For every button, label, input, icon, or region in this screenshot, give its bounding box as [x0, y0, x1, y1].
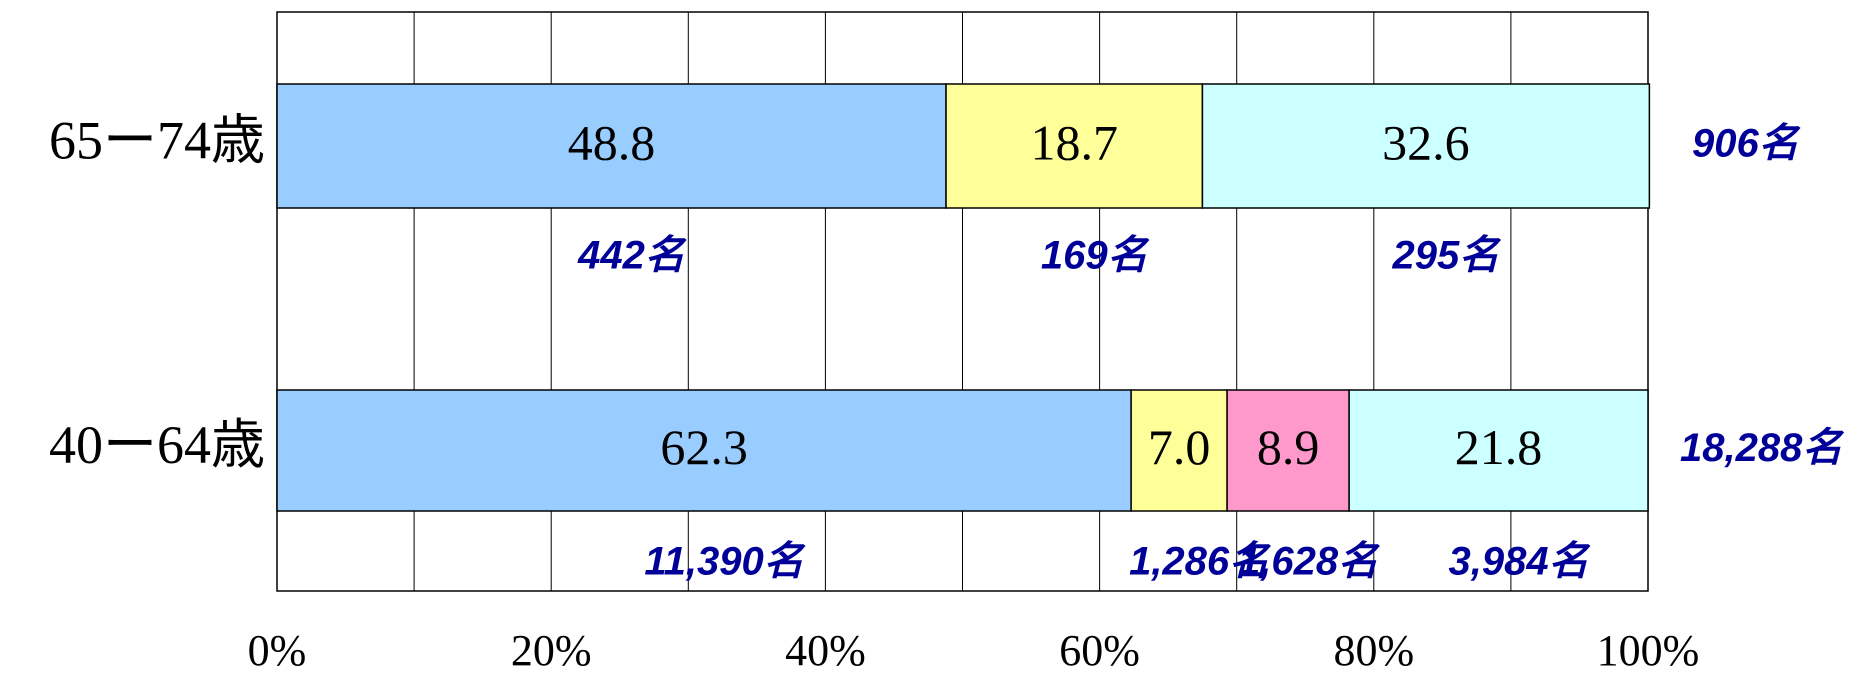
value-label: 62.3	[660, 419, 748, 475]
bar-segment	[1348, 389, 1649, 512]
x-tick-label: 100%	[1597, 626, 1700, 675]
count-label: 295名	[1392, 234, 1502, 278]
count-label: 3,984名	[1449, 540, 1591, 584]
value-label: 7.0	[1148, 419, 1211, 475]
count-label: 1,286名	[1129, 540, 1271, 584]
total-label: 906名	[1692, 122, 1801, 166]
bar-segment	[1130, 389, 1228, 512]
x-tick-label: 40%	[785, 626, 866, 675]
x-tick-label: 60%	[1059, 626, 1140, 675]
value-label: 18.7	[1030, 114, 1118, 170]
value-label: 48.8	[568, 114, 656, 170]
value-label: 8.9	[1257, 419, 1320, 475]
category-label: 40ー64歳	[49, 415, 265, 475]
value-label: 21.8	[1455, 419, 1543, 475]
bar-segment	[1201, 83, 1651, 209]
total-label: 18,288名	[1680, 426, 1844, 470]
bar-segment	[945, 83, 1204, 209]
bar-segment	[276, 389, 1132, 512]
x-tick-label: 20%	[511, 626, 592, 675]
bar-segment	[1226, 389, 1350, 512]
count-label: 11,390名	[644, 540, 805, 584]
x-tick-label: 0%	[248, 626, 307, 675]
value-label: 32.6	[1382, 114, 1470, 170]
bar-segment	[276, 83, 947, 209]
count-label: 1,628名	[1238, 540, 1380, 584]
count-label: 169名	[1041, 234, 1150, 278]
count-label: 442名	[577, 234, 687, 278]
category-label: 65ー74歳	[49, 110, 265, 170]
x-tick-label: 80%	[1333, 626, 1414, 675]
